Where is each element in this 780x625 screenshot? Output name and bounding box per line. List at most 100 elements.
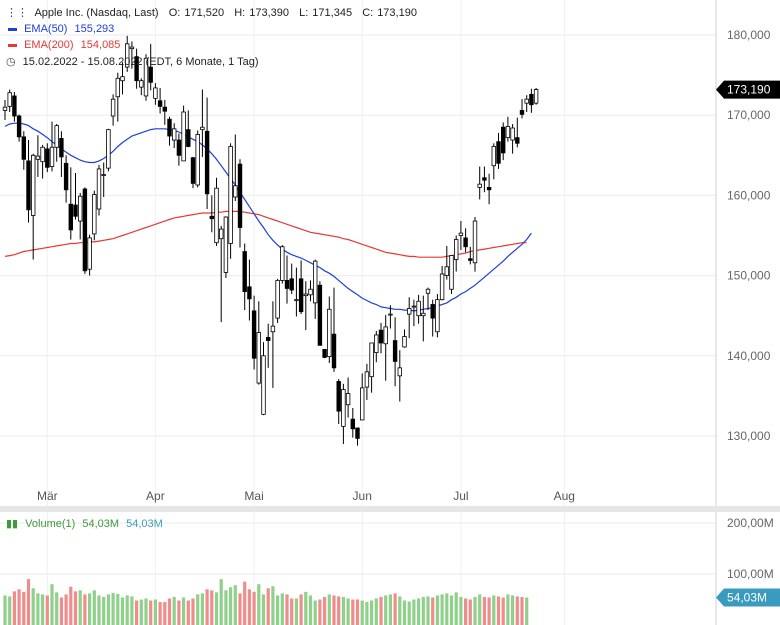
candle-body [256,332,261,384]
candle-body [261,355,266,415]
candle-body [190,157,196,184]
candle-body [275,280,280,319]
volume-bar [200,593,204,625]
volume-bar [130,596,134,625]
candle-body [463,237,468,248]
volume-bar [402,600,407,625]
candle-body [303,293,308,297]
candle-body [529,93,534,106]
volume-bar [327,594,331,625]
legend-ema200[interactable]: EMA(200) 154,085 [8,39,124,51]
candle-body [331,333,337,369]
ema50-value: 155,293 [74,23,115,35]
candle-body [96,168,102,210]
candle-body [101,174,106,176]
legend-range: ◷ 15.02.2022 - 15.08.2022 (EDT, 6 Monate… [6,55,263,68]
candle-body [341,389,346,427]
candle-body [449,255,454,290]
volume-bar [351,599,355,625]
volume-bar [449,595,454,625]
price-tick-label: 180,000 [727,28,771,42]
x-tick-label: Jul [453,489,468,503]
volume-bar [191,598,195,625]
low-label: L: [299,7,309,19]
volume-bar [106,594,110,625]
volume-bar [243,581,247,625]
candle-body [181,111,186,162]
volume-bar [318,599,322,625]
volume-bar [379,596,383,625]
volume-bar [55,592,59,625]
candle-body [237,163,243,228]
candle-body [153,87,158,99]
volume-bar [515,596,519,625]
volume-bar [22,591,26,625]
candle-body [270,325,276,333]
candle-body [355,427,360,439]
volume-bar [17,589,21,625]
volume-bar [445,593,449,625]
candle-body [284,280,290,289]
volume-bar [177,600,181,625]
candle-body [369,342,374,378]
volume-bar [36,593,40,625]
candle-body [125,43,130,68]
volume-bar [482,596,486,625]
volume-bar [26,579,31,625]
pane-separator [0,506,780,512]
volume-bar [88,593,92,625]
ema200-swatch [8,43,17,47]
volume-value-2: 54,03M [126,518,163,530]
drag-handle-icon[interactable]: ⋮⋮ [6,7,28,19]
volume-bar [111,592,115,625]
candle-body [218,228,224,240]
candle-body [416,300,421,317]
volume-bar [388,594,392,625]
volume-bar [210,590,214,625]
candle-body [312,260,318,304]
volume-bar [219,579,223,625]
volume-bar [374,598,378,625]
candle-body [148,66,153,83]
volume-bar [69,586,73,625]
candle-body [54,125,59,148]
candle-body [68,203,73,231]
candle-body [157,100,163,107]
candle-body [322,348,327,358]
candle-body [251,310,257,359]
volume-bar [102,596,106,625]
volume-bar [59,597,63,625]
volume-bar [398,596,402,625]
candle-body [73,204,78,217]
candle-body [524,98,529,104]
candle-body [294,299,299,302]
legend-volume[interactable]: ▮▮ Volume(1) 54,03M 54,03M [6,517,167,530]
candle-body [435,299,440,333]
volume-bar [163,602,167,625]
x-tick-label: Aug [554,489,575,503]
volume-bar [393,593,397,625]
candle-body [35,155,41,160]
volume-bar [426,596,430,625]
volume-bar [431,597,435,625]
candle-body [383,326,388,345]
volume-bar [487,597,491,625]
candle-body [223,216,229,273]
x-tick-label: Mär [37,489,58,503]
volume-bar [384,595,388,625]
volume-bar [355,599,360,625]
ema50-line [4,122,532,312]
legend-ema50[interactable]: EMA(50) 155,293 [8,23,118,35]
x-tick-label: Apr [146,489,165,503]
volume-bar [205,589,209,625]
low-value: 171,345 [312,7,353,19]
candle-body [186,129,191,147]
candle-body [402,336,407,348]
clock-icon: ◷ [6,56,16,68]
candle-body [78,195,83,222]
volume-bar [64,594,68,625]
volume-bars-icon: ▮▮ [6,518,19,530]
candle-body [359,387,365,421]
candle-body [30,154,36,216]
